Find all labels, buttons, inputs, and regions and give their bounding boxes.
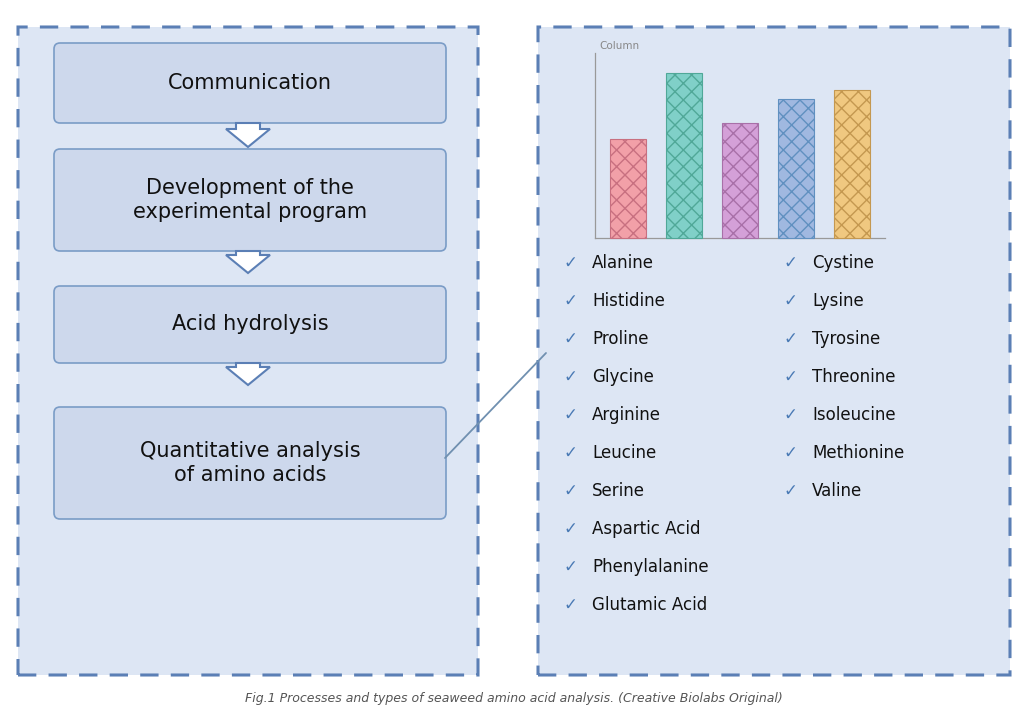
Text: ✓: ✓ bbox=[783, 330, 797, 348]
Text: Leucine: Leucine bbox=[592, 444, 656, 462]
Text: ✓: ✓ bbox=[563, 292, 577, 310]
FancyBboxPatch shape bbox=[722, 123, 759, 238]
Text: Serine: Serine bbox=[592, 482, 645, 500]
Text: Threonine: Threonine bbox=[812, 368, 895, 386]
Text: Valine: Valine bbox=[812, 482, 862, 500]
Text: Communication: Communication bbox=[168, 73, 332, 93]
Text: Cystine: Cystine bbox=[812, 254, 874, 272]
Text: Glycine: Glycine bbox=[592, 368, 654, 386]
Text: ✓: ✓ bbox=[783, 254, 797, 272]
FancyBboxPatch shape bbox=[666, 73, 702, 238]
Polygon shape bbox=[226, 251, 270, 273]
Text: ✓: ✓ bbox=[783, 482, 797, 500]
Text: Quantitative analysis
of amino acids: Quantitative analysis of amino acids bbox=[140, 441, 360, 485]
Text: Proline: Proline bbox=[592, 330, 649, 348]
Polygon shape bbox=[226, 123, 270, 147]
Text: Histidine: Histidine bbox=[592, 292, 665, 310]
Text: Tyrosine: Tyrosine bbox=[812, 330, 880, 348]
Text: ✓: ✓ bbox=[563, 482, 577, 500]
FancyBboxPatch shape bbox=[834, 90, 870, 238]
FancyBboxPatch shape bbox=[54, 43, 446, 123]
Text: ✓: ✓ bbox=[563, 558, 577, 576]
FancyBboxPatch shape bbox=[54, 149, 446, 251]
Text: Column: Column bbox=[599, 41, 639, 51]
Text: Arginine: Arginine bbox=[592, 406, 661, 424]
FancyBboxPatch shape bbox=[778, 99, 814, 238]
Text: ✓: ✓ bbox=[563, 368, 577, 386]
Text: Development of the
experimental program: Development of the experimental program bbox=[133, 178, 367, 222]
Text: ✓: ✓ bbox=[563, 254, 577, 272]
Text: ✓: ✓ bbox=[783, 406, 797, 424]
Text: ✓: ✓ bbox=[783, 368, 797, 386]
Text: Methionine: Methionine bbox=[812, 444, 905, 462]
Text: ✓: ✓ bbox=[563, 330, 577, 348]
FancyBboxPatch shape bbox=[54, 286, 446, 363]
FancyBboxPatch shape bbox=[19, 27, 478, 675]
Text: ✓: ✓ bbox=[783, 444, 797, 462]
Text: Glutamic Acid: Glutamic Acid bbox=[592, 596, 707, 614]
FancyBboxPatch shape bbox=[538, 27, 1009, 675]
Text: Alanine: Alanine bbox=[592, 254, 654, 272]
Text: Phenylalanine: Phenylalanine bbox=[592, 558, 708, 576]
Text: ✓: ✓ bbox=[563, 596, 577, 614]
Polygon shape bbox=[226, 363, 270, 385]
Text: Aspartic Acid: Aspartic Acid bbox=[592, 520, 700, 538]
Text: Lysine: Lysine bbox=[812, 292, 864, 310]
Text: ✓: ✓ bbox=[783, 292, 797, 310]
Text: ✓: ✓ bbox=[563, 520, 577, 538]
Text: Fig.1 Processes and types of seaweed amino acid analysis. (Creative Biolabs Orig: Fig.1 Processes and types of seaweed ami… bbox=[245, 692, 783, 705]
Text: ✓: ✓ bbox=[563, 406, 577, 424]
Text: Acid hydrolysis: Acid hydrolysis bbox=[172, 314, 328, 334]
FancyBboxPatch shape bbox=[610, 139, 647, 238]
FancyBboxPatch shape bbox=[54, 407, 446, 519]
Text: Isoleucine: Isoleucine bbox=[812, 406, 895, 424]
Text: ✓: ✓ bbox=[563, 444, 577, 462]
